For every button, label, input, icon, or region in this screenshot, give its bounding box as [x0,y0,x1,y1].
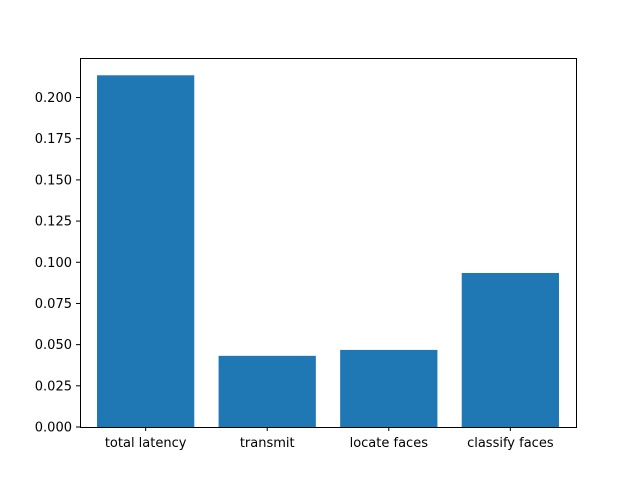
x-tick-label: total latency [105,436,187,451]
y-tick-label: 0.000 [35,421,72,436]
axes-frame [80,58,577,428]
bar-locate-faces [340,349,438,427]
y-axis-ticks: 0.000 0.025 0.050 0.075 0.100 0.125 0.150 0.175… [35,91,80,436]
x-axis-ticks: total latency transmit locate faces classif… [105,427,554,451]
x-tick-label: transmit [240,436,295,451]
y-tick-label: 0.075 [35,297,72,312]
bar-total-latency [97,75,195,427]
y-tick-label: 0.125 [35,215,72,230]
x-tick-label: locate faces [350,436,429,451]
bar-classify-faces [461,272,559,427]
y-tick-label: 0.050 [35,338,72,353]
y-tick-label: 0.025 [35,379,72,394]
y-tick-label: 0.200 [35,91,72,106]
y-tick-label: 0.150 [35,173,72,188]
bars-group [97,75,559,427]
y-tick-label: 0.100 [35,256,72,271]
bar-transmit [218,355,316,427]
x-tick-label: classify faces [467,436,554,451]
y-tick-label: 0.175 [35,132,72,147]
